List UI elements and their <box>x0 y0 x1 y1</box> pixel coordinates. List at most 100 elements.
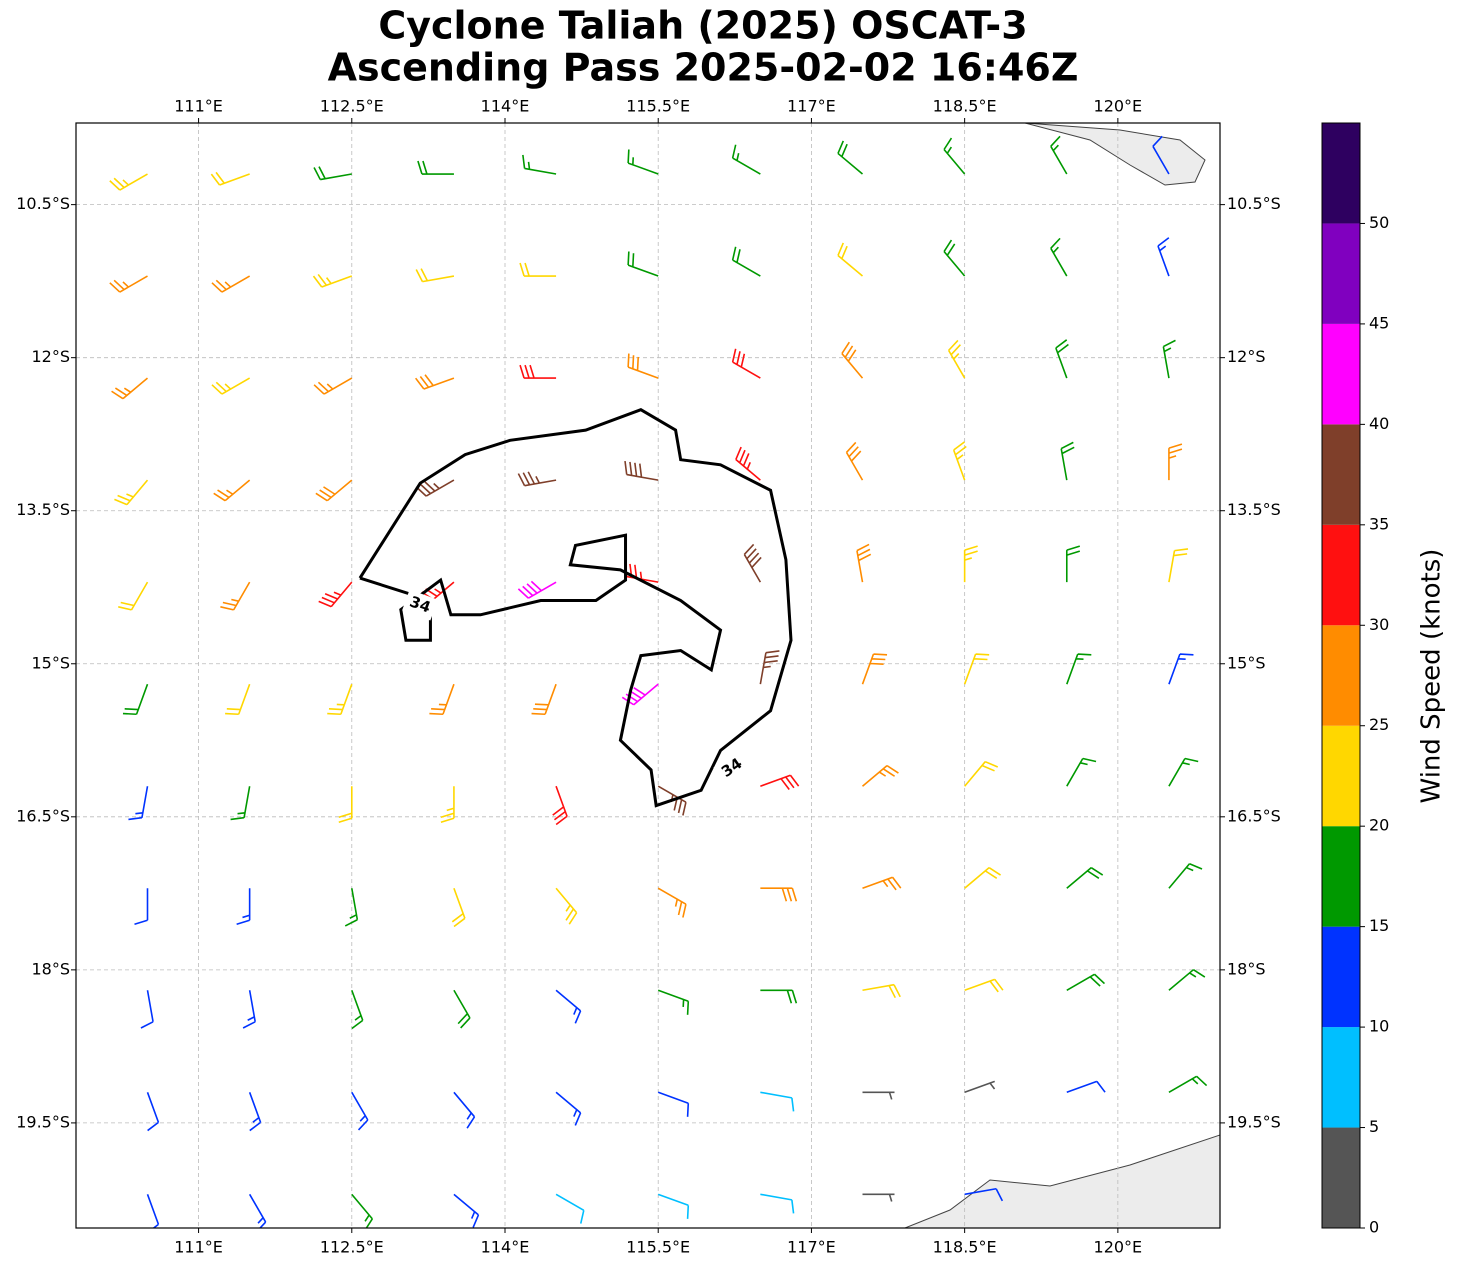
wind-barb <box>242 990 256 1029</box>
colorbar-label: Wind Speed (knots) <box>1417 549 1447 804</box>
wind-barb <box>837 242 864 277</box>
wind-barb <box>453 1091 476 1129</box>
colorbar-segment <box>1322 725 1360 827</box>
wind-barb <box>146 1092 160 1132</box>
contour-label-bg <box>402 589 438 621</box>
wind-barb <box>248 1092 262 1132</box>
wind-barb <box>952 441 967 481</box>
wind-barb <box>657 887 687 918</box>
x-tick-label: 111°E <box>174 1238 223 1257</box>
wind-barb <box>555 989 582 1024</box>
x-tick-label: 115.5°E <box>626 97 690 116</box>
wind-barb <box>964 978 1004 993</box>
wind-barb <box>327 683 353 716</box>
wind-barb <box>146 1194 160 1228</box>
wind-barb <box>627 149 659 175</box>
wind-barb <box>963 545 978 583</box>
land-north <box>1024 123 1206 186</box>
wind-barb <box>451 887 466 928</box>
wind-barb <box>531 683 557 716</box>
wind-barb <box>213 479 251 502</box>
wind-barb <box>1168 1075 1208 1093</box>
wind-barb <box>230 786 251 821</box>
wind-barb <box>1168 443 1183 481</box>
x-tick-label: 114°E <box>481 1238 530 1257</box>
wind-barb <box>128 786 149 821</box>
wind-barb <box>1050 135 1068 175</box>
x-tick-label: 118.5°E <box>933 1238 997 1257</box>
wind-barb <box>862 876 902 891</box>
wind-barb <box>1066 1080 1106 1094</box>
y-tick-label: 19.5°S <box>16 1112 70 1131</box>
wind-barb <box>1065 545 1081 583</box>
wind-barb <box>760 1091 795 1112</box>
wind-barb <box>122 683 149 716</box>
colorbar-tick-label: 20 <box>1369 816 1389 835</box>
x-tick-label: 117°E <box>787 97 836 116</box>
wind-barb <box>220 581 251 611</box>
wind-barb <box>318 581 353 608</box>
colorbar-tick-label: 5 <box>1369 1117 1379 1136</box>
wind-barb <box>211 377 251 395</box>
wind-barb <box>845 441 864 481</box>
y-tick-label: 12°S <box>1227 347 1266 366</box>
colorbar-tick-label: 40 <box>1369 414 1389 433</box>
x-tick-label: 117°E <box>787 1238 836 1257</box>
wind-barb <box>351 1091 369 1131</box>
wind-barb <box>862 983 901 999</box>
wind-barb <box>657 1193 690 1219</box>
chart-subtitle: Ascending Pass 2025-02-02 16:46Z <box>328 46 1079 90</box>
wind-barb <box>1168 969 1206 991</box>
y-tick-label: 18°S <box>31 959 70 978</box>
colorbar-segment <box>1322 1027 1360 1128</box>
wind-barb <box>743 543 762 583</box>
wind-barb <box>417 160 454 175</box>
colorbar-segment <box>1322 524 1360 626</box>
wind-barb <box>964 760 999 787</box>
wind-barb <box>312 273 353 288</box>
axes: 111°E 111°E 112.5°E 112.5°E 114°E 114°E 115.5°… <box>16 97 1281 1257</box>
x-tick-label: 120°E <box>1094 97 1143 116</box>
wind-barb <box>210 171 250 186</box>
wind-barb <box>964 1080 996 1094</box>
wind-barb <box>1066 757 1097 787</box>
colorbar-tick-label: 0 <box>1369 1218 1379 1237</box>
y-tick-label: 15°S <box>1227 653 1266 672</box>
y-tick-label: 16.5°S <box>16 806 70 825</box>
x-tick-label: 111°E <box>174 97 223 116</box>
wind-barb <box>517 471 557 487</box>
wind-barb <box>1168 653 1194 685</box>
wind-barb <box>731 144 761 175</box>
contour-line <box>358 408 793 808</box>
x-tick-label: 115.5°E <box>626 1238 690 1257</box>
colorbar-segment <box>1322 123 1360 224</box>
wind-barb <box>1152 135 1170 175</box>
colorbar-segment <box>1322 1127 1360 1228</box>
wind-barb <box>519 262 557 277</box>
wind-barb <box>440 786 455 823</box>
wind-barb <box>964 866 1002 889</box>
wind-barb <box>519 364 557 379</box>
colorbar-frame <box>1321 122 1361 1229</box>
colorbar-segment <box>1322 926 1360 1028</box>
colorbar-tick-label: 25 <box>1369 715 1389 734</box>
wind-barb <box>943 239 966 277</box>
land-south <box>904 1134 1220 1228</box>
x-tick-label: 120°E <box>1094 1238 1143 1257</box>
wind-barb <box>555 1193 585 1224</box>
colorbar-tick-label: 10 <box>1369 1017 1389 1036</box>
wind-barb <box>415 479 455 497</box>
wind-barb <box>731 348 761 379</box>
wind-barb <box>415 374 455 390</box>
wind-barb <box>759 650 780 685</box>
wind-barb <box>856 543 872 583</box>
barbs <box>109 135 1208 1228</box>
wind-barb <box>862 1091 895 1100</box>
colorbar-segment <box>1322 323 1360 425</box>
wind-barb <box>453 1193 480 1228</box>
wind-barb <box>657 785 687 816</box>
wind-barb <box>1168 757 1199 787</box>
wind-barb <box>114 479 149 506</box>
wind-barb <box>735 446 761 481</box>
